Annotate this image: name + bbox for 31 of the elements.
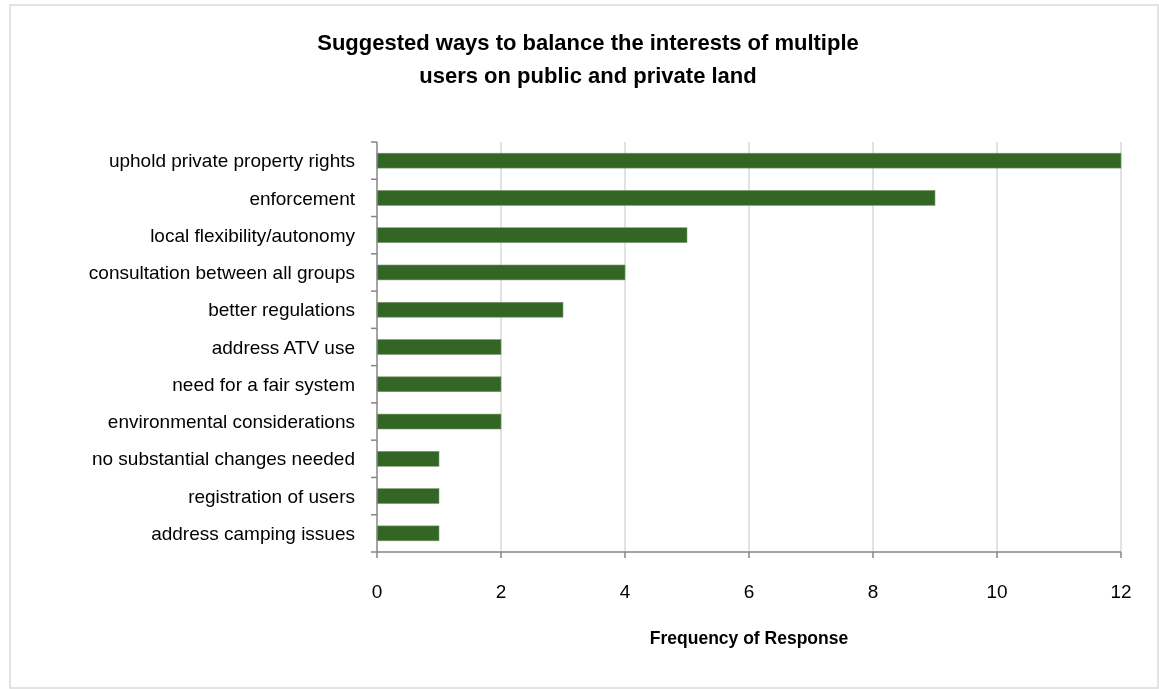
y-tick-label: enforcement [249,187,356,209]
x-axis-title: Frequency of Response [649,628,849,649]
y-tick-label: need for a fair system [172,373,355,395]
chart-title: Suggested ways to balance the interests of multiple users on public and private land [317,29,859,88]
bar [376,264,626,281]
bar [376,227,688,243]
bar [376,339,502,355]
bar [376,413,502,430]
bar [376,488,440,504]
y-tick-label: address camping issues [151,523,355,545]
y-tick-label: no substantial changes needed [91,448,355,470]
x-tick-label: 10 [986,580,1008,602]
x-tick-label: 12 [1110,580,1132,602]
x-tick-label: 2 [495,580,507,602]
y-tick-label: better regulations [208,299,355,321]
x-tick-label: 6 [743,580,755,602]
bar [376,152,1122,169]
y-tick-label: local flexibility/autonomy [150,224,356,246]
x-tick-label: 8 [867,580,879,602]
x-tick-label: 0 [371,580,383,602]
y-tick-label: registration of users [188,485,355,507]
bar [376,190,936,206]
bar [376,451,440,467]
bar [376,301,564,318]
y-tick-label: environmental considerations [107,411,355,433]
bar [376,376,502,393]
bar [376,525,440,542]
y-tick-label: uphold private property rights [108,150,355,172]
x-tick-label: 4 [619,580,631,602]
y-tick-label: consultation between all groups [88,262,355,284]
y-tick-label: address ATV use [211,336,355,358]
